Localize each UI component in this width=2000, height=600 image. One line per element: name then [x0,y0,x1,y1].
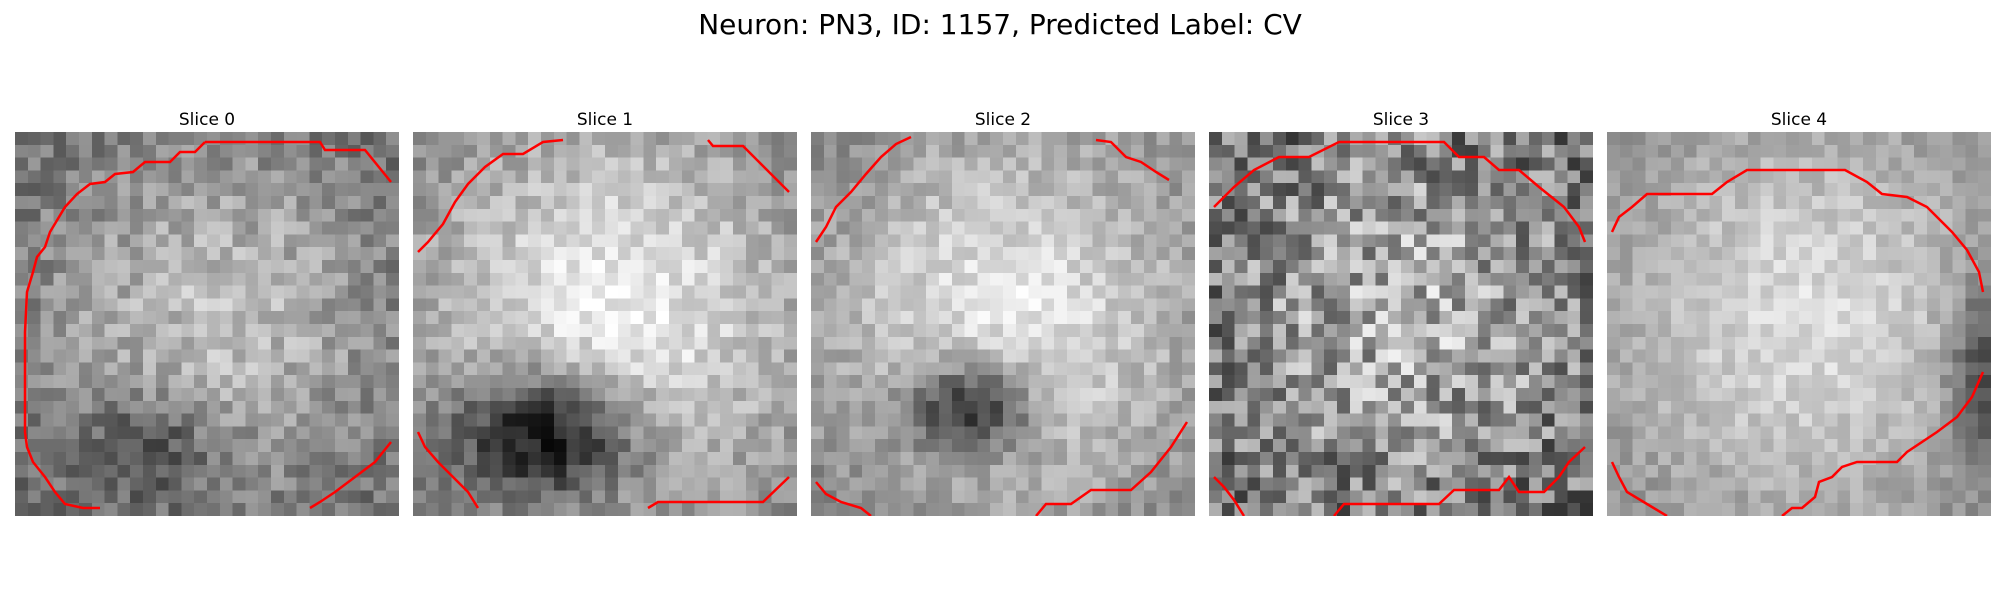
slice-panel-4: Slice 4 [1607,108,1991,516]
segmentation-contour [1209,132,1593,516]
segmentation-contour [413,132,797,516]
slice-title: Slice 2 [811,108,1195,132]
slice-title: Slice 0 [15,108,399,132]
figure-title: Neuron: PN3, ID: 1157, Predicted Label: … [0,8,2000,41]
slice-title: Slice 4 [1607,108,1991,132]
segmentation-contour [811,132,1195,516]
slice-panel-1: Slice 1 [413,108,797,516]
slice-title: Slice 1 [413,108,797,132]
slice-title: Slice 3 [1209,108,1593,132]
slice-panel-3: Slice 3 [1209,108,1593,516]
segmentation-contour [1607,132,1991,516]
segmentation-contour [15,132,399,516]
slice-panel-2: Slice 2 [811,108,1195,516]
slice-panel-0: Slice 0 [15,108,399,516]
